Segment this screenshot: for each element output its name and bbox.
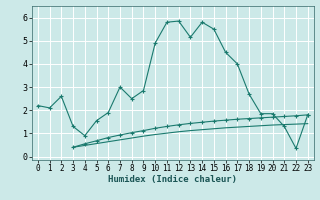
X-axis label: Humidex (Indice chaleur): Humidex (Indice chaleur) [108, 175, 237, 184]
